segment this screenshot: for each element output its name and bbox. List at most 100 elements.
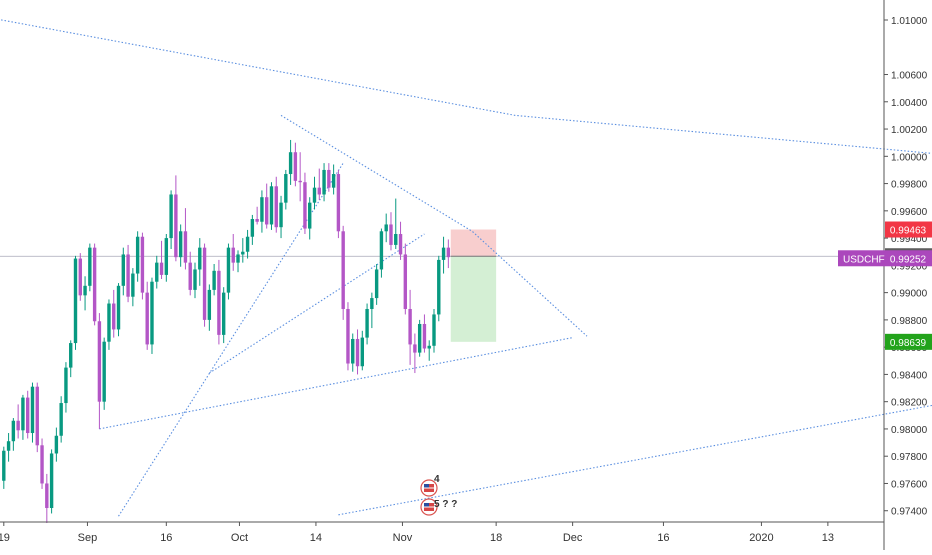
time-tick-label: 16	[657, 532, 669, 544]
candle-body	[274, 186, 278, 228]
price-tick-label: 1.00400	[891, 98, 928, 109]
candle-body	[308, 202, 312, 229]
candle-body	[351, 338, 355, 364]
us-flag-icon-lower-canton	[424, 503, 429, 507]
candle-body	[97, 321, 102, 402]
price-tick-label: 0.97800	[891, 452, 928, 463]
candle-body	[88, 247, 92, 286]
price-tick-label: 0.98800	[891, 316, 928, 327]
candle-body	[279, 202, 283, 228]
candle-body	[116, 285, 121, 330]
candle-body	[35, 386, 39, 446]
candle-body	[121, 254, 125, 286]
candle-body	[64, 367, 68, 404]
candle-body	[241, 251, 245, 255]
time-tick-label: Sep	[78, 532, 98, 544]
candle-body	[193, 269, 197, 290]
candle-body	[188, 262, 192, 290]
candle-body	[231, 247, 235, 263]
stop-loss-zone	[450, 229, 497, 257]
candle-body	[379, 231, 384, 270]
candle-body	[446, 247, 451, 258]
candle-body	[221, 292, 226, 335]
candle-body	[126, 254, 130, 297]
candle-body	[59, 403, 63, 436]
candle-body	[6, 441, 11, 451]
candle-body	[69, 343, 73, 368]
candle-body	[312, 187, 317, 203]
candle-body	[112, 303, 116, 330]
candle-body	[207, 289, 212, 320]
candle-body	[212, 270, 216, 290]
candle-body	[54, 435, 59, 454]
candle-body	[432, 314, 436, 346]
price-tick-label: 1.00000	[891, 152, 928, 163]
candle-body	[398, 234, 403, 255]
candle-body	[317, 187, 321, 195]
candle-body	[422, 323, 427, 349]
price-tick-label: 1.00600	[891, 71, 928, 82]
candle-body	[365, 308, 369, 338]
candle-body	[178, 231, 183, 258]
candle-body	[164, 238, 169, 275]
candle-body	[73, 258, 78, 344]
candle-body	[45, 483, 49, 509]
time-tick-label: Oct	[231, 532, 248, 544]
candle-body	[245, 236, 250, 252]
time-tick-label: 16	[160, 532, 172, 544]
candle-body	[303, 182, 307, 229]
event-markers: 4 5 ? ?	[420, 474, 457, 516]
candle-body	[417, 323, 422, 353]
candle-body	[403, 254, 408, 309]
position-zones	[450, 229, 497, 342]
candle-body	[92, 247, 97, 322]
price-tick-label: 1.00200	[891, 125, 928, 136]
candle-body	[394, 234, 398, 245]
candle-body	[135, 236, 140, 274]
price-tick-label: 0.97600	[891, 479, 928, 490]
candle-body	[336, 174, 341, 232]
candle-body	[78, 258, 82, 296]
candle-body	[327, 169, 331, 188]
candle-body	[107, 303, 111, 342]
candle-body	[298, 180, 302, 183]
price-tick-label: 0.98200	[891, 398, 928, 409]
price-tick-label: 0.99200	[891, 261, 928, 272]
candle-body	[131, 273, 135, 297]
lower-support-line	[338, 404, 932, 516]
candle-body	[155, 262, 159, 282]
candle-body	[159, 262, 164, 275]
candle-body	[370, 298, 374, 309]
symbol-name-label: USDCHF	[843, 254, 885, 265]
candle-body	[288, 152, 293, 175]
candle-body	[384, 224, 388, 232]
candle-body	[265, 197, 269, 225]
candle-body	[102, 341, 106, 402]
stop-loss-price-label: 0.99463	[890, 226, 927, 237]
time-tick-label: 2020	[749, 532, 773, 544]
candle-body	[331, 174, 336, 188]
candle-body	[11, 420, 16, 442]
candle-body	[427, 345, 431, 349]
us-flag-icon-upper-canton	[424, 484, 429, 488]
symbol-price-label: 0.99252	[890, 254, 927, 265]
time-tick-label: Nov	[393, 532, 413, 544]
candle-body	[226, 247, 231, 293]
candle-body	[236, 254, 240, 263]
candle-body	[40, 445, 44, 484]
price-tick-label: 0.99000	[891, 289, 928, 300]
stop-loss-price-label-box	[885, 221, 932, 238]
candle-body	[145, 292, 149, 345]
candle-body	[322, 169, 326, 195]
take-profit-price-label: 0.98639	[890, 338, 927, 349]
price-tick-label: 0.97400	[891, 507, 928, 518]
candle-body	[374, 269, 379, 299]
candle-body	[198, 247, 202, 270]
candle-body	[16, 420, 20, 431]
time-tick-label: 13	[822, 532, 834, 544]
candle-body	[437, 259, 441, 315]
candle-body	[346, 308, 350, 364]
